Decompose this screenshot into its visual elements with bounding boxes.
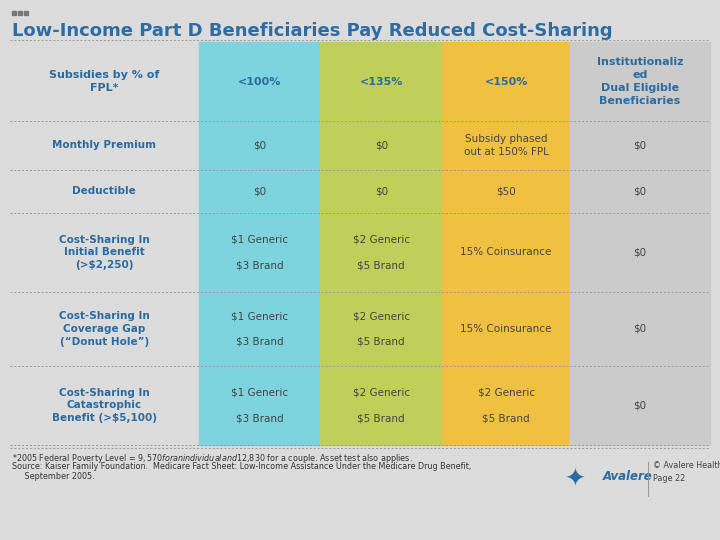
Bar	[18, 11, 22, 15]
Text: $2 Generic

$5 Brand: $2 Generic $5 Brand	[353, 234, 410, 270]
Text: $1 Generic

$3 Brand: $1 Generic $3 Brand	[231, 388, 288, 423]
Text: ✦: ✦	[564, 468, 585, 492]
Text: $1 Generic

$3 Brand: $1 Generic $3 Brand	[231, 234, 288, 270]
Bar	[442, 42, 570, 445]
Text: Cost-Sharing In
Coverage Gap
(“Donut Hole”): Cost-Sharing In Coverage Gap (“Donut Hol…	[59, 311, 150, 347]
Text: $2 Generic

$5 Brand: $2 Generic $5 Brand	[477, 388, 535, 423]
Text: Monthly Premium: Monthly Premium	[53, 140, 156, 150]
Bar	[320, 42, 442, 445]
Text: <150%: <150%	[485, 77, 528, 86]
Bar	[10, 42, 199, 445]
Text: <100%: <100%	[238, 77, 282, 86]
Text: $2 Generic

$5 Brand: $2 Generic $5 Brand	[353, 311, 410, 347]
Text: $0: $0	[374, 186, 388, 196]
Text: Deductible: Deductible	[73, 186, 136, 196]
Text: $0: $0	[634, 247, 647, 258]
Text: 15% Coinsurance: 15% Coinsurance	[460, 324, 552, 334]
Text: $1 Generic

$3 Brand: $1 Generic $3 Brand	[231, 311, 288, 347]
Text: $0: $0	[634, 186, 647, 196]
Bar	[570, 42, 710, 445]
Bar	[24, 11, 28, 15]
Text: Source: Kaiser Family Foundation.  Medicare Fact Sheet: Low-Income Assistance Un: Source: Kaiser Family Foundation. Medica…	[12, 462, 472, 471]
Text: September 2005.: September 2005.	[12, 472, 94, 481]
Text: Cost-Sharing In
Catastrophic
Benefit (>$5,100): Cost-Sharing In Catastrophic Benefit (>$…	[52, 388, 157, 423]
Text: Subsidy phased
out at 150% FPL: Subsidy phased out at 150% FPL	[464, 134, 549, 157]
Text: Cost-Sharing In
Initial Benefit
(>$2,250): Cost-Sharing In Initial Benefit (>$2,250…	[59, 234, 150, 270]
Text: Institutionaliz
ed
Dual Eligible
Beneficiaries: Institutionaliz ed Dual Eligible Benefic…	[597, 57, 683, 106]
Text: Avalere: Avalere	[603, 469, 653, 483]
Text: $0: $0	[634, 324, 647, 334]
Text: $2 Generic

$5 Brand: $2 Generic $5 Brand	[353, 388, 410, 423]
Text: © Avalere Health LLC
Page 22: © Avalere Health LLC Page 22	[653, 461, 720, 483]
Bar	[12, 11, 16, 15]
Bar	[199, 42, 320, 445]
Text: $50: $50	[496, 186, 516, 196]
Text: $0: $0	[253, 140, 266, 150]
Text: Low-Income Part D Beneficiaries Pay Reduced Cost-Sharing: Low-Income Part D Beneficiaries Pay Redu…	[12, 22, 613, 40]
Text: $0: $0	[634, 140, 647, 150]
Text: <135%: <135%	[359, 77, 403, 86]
Text: Subsidies by % of
FPL*: Subsidies by % of FPL*	[49, 70, 160, 93]
Text: $0: $0	[634, 401, 647, 410]
Text: *2005 Federal Poverty Level = $9,570 for an individual and $12,830 for a couple.: *2005 Federal Poverty Level = $9,570 for…	[12, 452, 413, 465]
Text: $0: $0	[374, 140, 388, 150]
Text: 15% Coinsurance: 15% Coinsurance	[460, 247, 552, 258]
Text: $0: $0	[253, 186, 266, 196]
